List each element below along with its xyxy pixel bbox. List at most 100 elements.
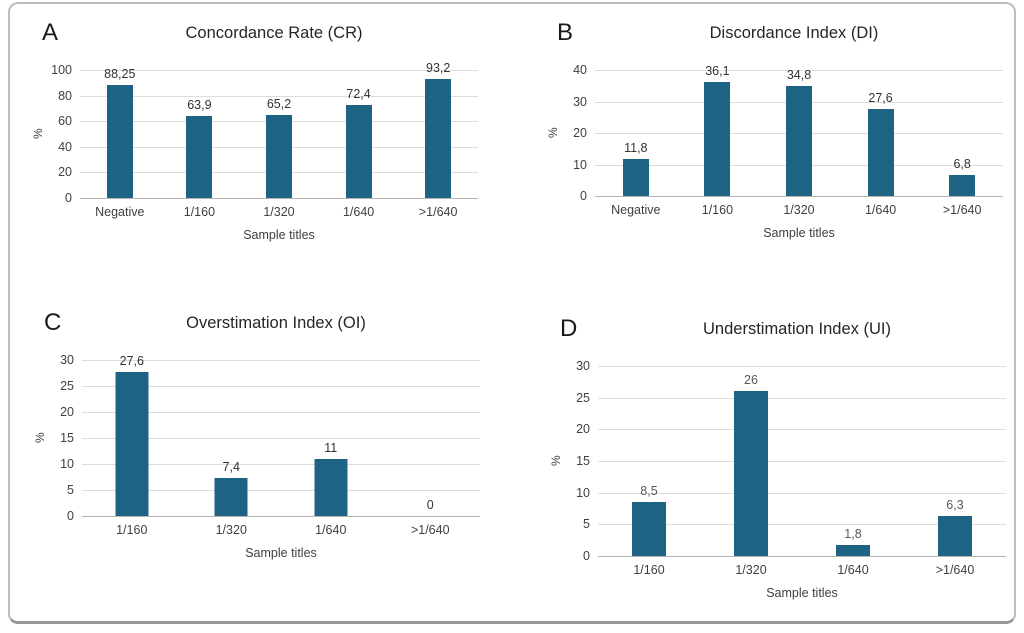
bar-column: 6,8: [921, 70, 1003, 196]
chart-body: % 0 10 20 30 40 11,8 36,1 34,8 27,6 6,8 Negative…: [545, 63, 1003, 240]
data-label: 34,8: [786, 68, 812, 83]
chart-body: % 0 20 40 60 80 100 88,25 63,9 65,2 72,4 93,2 Neg…: [30, 61, 478, 242]
panel-header: C Overstimation Index (OI): [32, 310, 480, 360]
y-tick-label: 60: [58, 114, 72, 129]
bar-column: 27,6: [82, 354, 182, 516]
x-category-label: 1/160: [116, 523, 148, 537]
data-label: 36,1: [705, 64, 730, 79]
gridline: [82, 360, 480, 361]
y-tick-label: 30: [60, 353, 74, 367]
bar: [214, 477, 248, 516]
y-tick-label: 20: [576, 422, 590, 437]
gridline: [82, 464, 480, 465]
gridline: [80, 70, 478, 71]
plot-column: 8,5 26 1,8 6,3 1/160 1/320 1/640 >1/640 Sample…: [598, 366, 1006, 600]
y-axis-title: %: [33, 432, 47, 444]
y-axis-ticks: 0 10 20 30 40: [561, 63, 595, 203]
gridline: [82, 438, 480, 439]
data-label: 8,5: [640, 484, 658, 499]
bar: [622, 158, 649, 196]
x-category-label: 1/640: [837, 563, 869, 577]
plot-column: 11,8 36,1 34,8 27,6 6,8 Negative 1/160 1/320 1/…: [595, 64, 1003, 240]
x-category-label: 1/160: [633, 563, 665, 577]
y-axis-title: %: [31, 128, 45, 140]
x-axis-title: Sample titles: [766, 586, 838, 600]
gridline: [598, 429, 1006, 431]
gridline: [598, 492, 1006, 494]
gridline: [598, 397, 1006, 399]
y-tick-label: 5: [67, 483, 74, 497]
panel-letter: B: [557, 19, 574, 46]
bar-column: 88,25: [80, 67, 160, 198]
x-category-label: 1/160: [183, 205, 216, 219]
panel-letter: A: [42, 19, 59, 46]
data-label: 11,8: [624, 140, 648, 155]
bar: [345, 105, 372, 198]
y-tick-label: 40: [58, 139, 72, 154]
x-category-label: 1/160: [701, 203, 734, 217]
bar: [734, 391, 768, 556]
gridline: [82, 412, 480, 413]
gridline: [598, 366, 1006, 367]
bar-column: 63,9: [160, 70, 240, 198]
data-label: 0: [426, 498, 434, 512]
panel-overstimation-index: C Overstimation Index (OI) % 0 5 10 15 20 25 3…: [32, 310, 480, 560]
y-tick-label: 0: [583, 549, 590, 563]
y-tick-label: 40: [573, 63, 587, 77]
bar-column: 36,1: [677, 64, 759, 196]
bar: [938, 516, 972, 556]
bar-column: 34,8: [758, 68, 840, 196]
x-axis-line: [82, 516, 480, 517]
plot-area: 27,6 7,4 11 0: [82, 354, 480, 517]
gridline: [598, 461, 1006, 462]
data-label: 6,3: [946, 498, 964, 513]
x-axis-line: [598, 556, 1006, 557]
bar-column: 6,3: [904, 366, 1006, 556]
data-label: 72,4: [346, 87, 371, 102]
gridline: [598, 524, 1006, 526]
x-category-label: >1/640: [418, 205, 458, 219]
y-tick-label: 30: [576, 359, 590, 373]
data-label: 26: [744, 373, 758, 388]
plot-area: 11,8 36,1 34,8 27,6 6,8: [595, 64, 1003, 197]
chart-title: Overstimation Index (OI): [186, 314, 366, 332]
bar-column: 11: [281, 360, 381, 516]
plot-area: 8,5 26 1,8 6,3: [598, 366, 1006, 557]
y-tick-label: 100: [51, 63, 72, 77]
x-category-label: 1/640: [342, 205, 375, 219]
data-label: 27,6: [119, 354, 144, 369]
x-labels: 1/160 1/320 1/640 >1/640: [82, 516, 480, 537]
plot-area: 88,25 63,9 65,2 72,4 93,2: [80, 61, 478, 199]
panel-header: B Discordance Index (DI): [545, 20, 1003, 70]
plot-column: 88,25 63,9 65,2 72,4 93,2 Negative 1/160 1/320…: [80, 61, 478, 242]
y-axis-ticks: 0 5 10 15 20 25 30: [48, 353, 82, 523]
bar: [632, 502, 666, 556]
panel-header: D Understimation Index (UI): [548, 316, 1006, 366]
y-tick-label: 20: [58, 165, 72, 180]
bar-column: 26: [700, 366, 802, 556]
data-label: 27,6: [868, 91, 893, 106]
bar-column: 7,4: [182, 360, 282, 516]
y-axis-ticks: 0 5 10 15 20 25 30: [564, 359, 598, 563]
x-category-label: >1/640: [942, 203, 982, 217]
panel-letter: C: [44, 309, 62, 336]
bar-column: 11,8: [595, 70, 677, 196]
gridline: [82, 490, 480, 491]
y-tick-label: 15: [60, 431, 74, 445]
y-tick-label: 20: [60, 405, 74, 419]
bar: [785, 86, 812, 196]
x-labels: Negative 1/160 1/320 1/640 >1/640: [80, 198, 478, 219]
data-label: 11: [324, 440, 338, 455]
y-tick-label: 0: [580, 189, 587, 203]
chart-title: Understimation Index (UI): [703, 320, 891, 338]
x-category-label: 1/640: [864, 203, 897, 217]
data-label: 93,2: [426, 60, 451, 75]
data-label: 7,4: [222, 459, 240, 474]
gridline: [80, 95, 478, 97]
bar: [836, 544, 870, 556]
chart-title: Concordance Rate (CR): [185, 24, 363, 42]
panel-discordance-index: B Discordance Index (DI) % 0 10 20 30 40 11,…: [545, 20, 1003, 240]
y-tick-label: 80: [58, 88, 72, 103]
y-tick-label: 10: [573, 157, 587, 172]
x-axis-line: [80, 198, 478, 199]
